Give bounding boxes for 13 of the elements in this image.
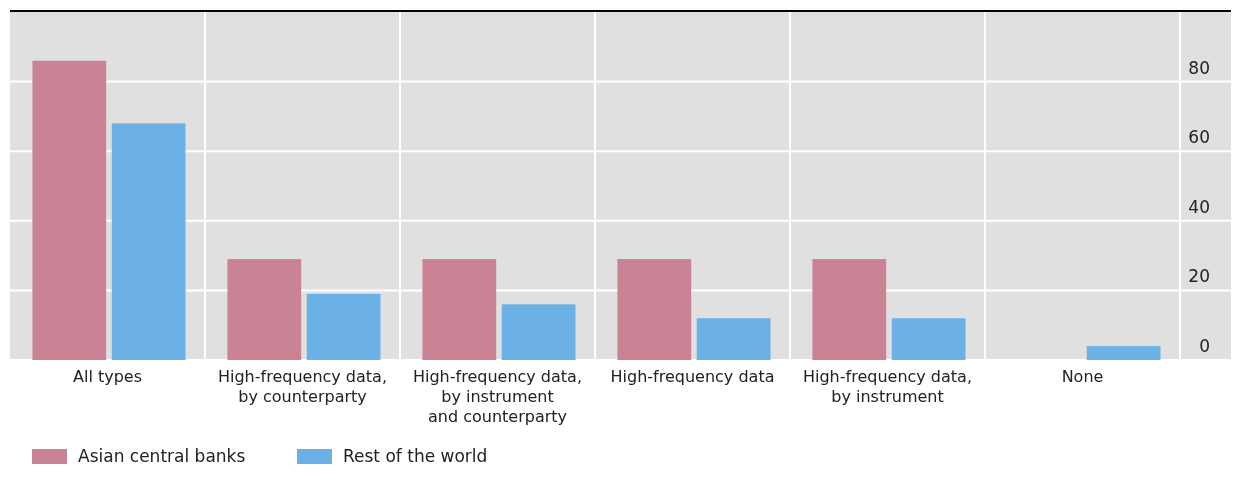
x-tick-label: All types (73, 367, 142, 386)
x-tick-label: None (1061, 367, 1104, 386)
y-tick-label: 20 (1188, 266, 1210, 287)
legend-label: Rest of the world (343, 446, 488, 466)
y-tick-label: 60 (1188, 127, 1210, 148)
y-tick-label: 80 (1188, 57, 1210, 78)
x-tick-label: High-frequency data, by counterparty (217, 367, 388, 406)
y-tick-label: 40 (1188, 196, 1210, 217)
x-tick-label: High-frequency data, by instrument and counterparty (412, 367, 583, 426)
y-tick-label: 0 (1199, 336, 1210, 356)
legend-label: Asian central banks (78, 446, 246, 466)
x-tick-label: High-frequency data, by instrument (802, 367, 973, 406)
x-tick-label: High-frequency data (610, 367, 775, 386)
